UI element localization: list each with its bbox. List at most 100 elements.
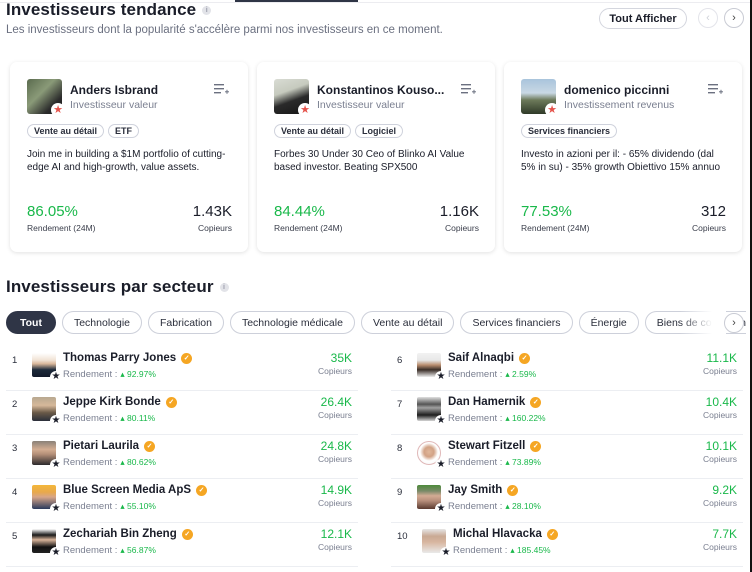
avatar[interactable]: ★	[521, 79, 559, 117]
rank: 6	[397, 355, 403, 366]
return-number: 28.10%	[512, 501, 541, 511]
list-item[interactable]: 4 ★ Blue Screen Media ApS ✓ Rendement : ▴ …	[6, 479, 358, 523]
list-item[interactable]: 1 ★ Thomas Parry Jones ✓ Rendement : ▴ 92.…	[6, 347, 358, 391]
verified-badge-icon: ✓	[530, 440, 542, 452]
investor-name[interactable]: Jay Smith ✓	[448, 484, 519, 496]
avatar[interactable]: ★	[422, 529, 452, 559]
list-item[interactable]: 3 ★ Pietari Laurila ✓ Rendement : ▴ 80.62%…	[6, 435, 358, 479]
add-to-watchlist-icon[interactable]	[214, 83, 230, 95]
investor-name[interactable]: Thomas Parry Jones ✓	[63, 352, 193, 364]
trending-title-text: Investisseurs tendance	[6, 0, 197, 19]
carousel-prev-button[interactable]: ‹	[698, 8, 718, 28]
investor-name[interactable]: Michal Hlavacka ✓	[453, 528, 558, 540]
verified-badge-icon: ✓	[519, 352, 531, 364]
rank: 2	[12, 399, 18, 410]
info-icon[interactable]: i	[202, 5, 212, 15]
return-number: 55.10%	[127, 501, 156, 511]
investor-name[interactable]: Stewart Fitzell ✓	[448, 440, 542, 452]
filters-next-button[interactable]: ›	[724, 313, 744, 333]
rank: 3	[12, 443, 18, 454]
list-item[interactable]: 8 ★ Stewart Fitzell ✓ Rendement : ▴ 73.89%…	[391, 435, 743, 479]
investor-description: Forbes 30 Under 30 Ceo of Blinko AI Valu…	[274, 149, 465, 173]
avatar[interactable]: ★	[32, 485, 62, 515]
filter-fade-overlay	[680, 311, 726, 335]
trending-investor-card[interactable]: ★ Konstantinos Kouso... Investisseur val…	[257, 62, 495, 252]
investor-name[interactable]: Dan Hamernik ✓	[448, 396, 542, 408]
list-item[interactable]: 9 ★ Jay Smith ✓ Rendement : ▴ 28.10% 9.2K …	[391, 479, 743, 523]
view-all-button[interactable]: Tout Afficher	[599, 8, 687, 29]
add-to-watchlist-icon[interactable]	[461, 83, 477, 95]
avatar[interactable]: ★	[32, 353, 62, 383]
copiers-value: 7.7K	[712, 527, 737, 541]
return-value: ▴ 80.11%	[120, 413, 156, 423]
copiers-label: Copieurs	[317, 410, 352, 420]
avatar[interactable]: ★	[417, 397, 447, 427]
list-item[interactable]: 5 ★ Zechariah Bin Zheng ✓ Rendement : ▴ 56…	[6, 523, 358, 567]
investor-name[interactable]: domenico piccinni	[564, 83, 670, 97]
avatar[interactable]: ★	[274, 79, 312, 117]
investor-name[interactable]: Jeppe Kirk Bonde ✓	[63, 396, 177, 408]
verified-badge-icon: ✓	[181, 352, 193, 364]
return-value: ▴ 92.97%	[120, 369, 156, 379]
copiers-value: 10.1K	[705, 439, 737, 453]
copiers-label: Copieurs	[317, 366, 352, 376]
return-label: Rendement (24M)	[27, 223, 96, 233]
return-value: ▴ 55.10%	[120, 501, 156, 511]
copiers-label: Copieurs	[702, 454, 737, 464]
investor-name[interactable]: Saif Alnaqbi ✓	[448, 352, 531, 364]
sector-title: Investisseurs par secteur i	[6, 277, 229, 297]
copiers-value: 24.8K	[320, 439, 352, 453]
filter-chip-financial-services[interactable]: Services financiers	[460, 311, 573, 334]
return: Rendement : ▴ 160.22%	[448, 413, 546, 424]
return-label: Rendement :	[453, 545, 508, 556]
avatar[interactable]: ★	[32, 441, 62, 471]
filter-chip-technology[interactable]: Technologie	[61, 311, 143, 334]
return-label: Rendement (24M)	[274, 223, 343, 233]
list-item[interactable]: 2 ★ Jeppe Kirk Bonde ✓ Rendement : ▴ 80.11…	[6, 391, 358, 435]
investor-description: Join me in building a $1M portfolio of c…	[27, 149, 226, 173]
list-item[interactable]: 6 ★ Saif Alnaqbi ✓ Rendement : ▴ 2.59% 11.…	[391, 347, 743, 391]
investor-name[interactable]: Anders Isbrand	[70, 83, 159, 97]
trending-investor-card[interactable]: ★ domenico piccinni Investissement reven…	[504, 62, 742, 252]
avatar[interactable]: ★	[27, 79, 65, 117]
list-item[interactable]: 10 ★ Michal Hlavacka ✓ Rendement : ▴ 185.4…	[391, 523, 743, 567]
investor-name[interactable]: Pietari Laurila ✓	[63, 440, 156, 452]
avatar[interactable]: ★	[32, 529, 62, 559]
investor-name[interactable]: Blue Screen Media ApS ✓	[63, 484, 208, 496]
filter-chip-retail[interactable]: Vente au détail	[360, 311, 455, 334]
return-number: 73.89%	[512, 457, 541, 467]
tag-list: Services financiers	[521, 124, 618, 138]
copiers-label: Copieurs	[691, 223, 726, 233]
rank: 10	[397, 531, 408, 542]
return: Rendement : ▴ 73.89%	[448, 457, 541, 468]
star-icon: ★	[50, 415, 62, 427]
investor-name[interactable]: Zechariah Bin Zheng ✓	[63, 528, 193, 540]
avatar[interactable]: ★	[417, 353, 447, 383]
return-value: 84.44%	[274, 203, 325, 220]
add-to-watchlist-icon[interactable]	[708, 83, 724, 95]
return-label: Rendement :	[63, 413, 118, 424]
info-icon[interactable]: i	[219, 282, 229, 292]
copiers-label: Copieurs	[702, 410, 737, 420]
window-edge	[750, 0, 752, 572]
verified-badge-icon: ✓	[507, 484, 519, 496]
tag: ETF	[108, 124, 140, 138]
trending-title: Investisseurs tendance i	[6, 0, 212, 20]
trending-investor-card[interactable]: ★ Anders Isbrand Investisseur valeur Ven…	[10, 62, 248, 252]
return-value: 77.53%	[521, 203, 572, 220]
filter-chip-all[interactable]: Tout	[6, 311, 56, 334]
investor-name[interactable]: Konstantinos Kouso...	[317, 83, 445, 97]
filter-chip-energy[interactable]: Énergie	[578, 311, 639, 334]
return-label: Rendement :	[448, 501, 503, 512]
list-item[interactable]: 7 ★ Dan Hamernik ✓ Rendement : ▴ 160.22% 1…	[391, 391, 743, 435]
avatar[interactable]: ★	[417, 485, 447, 515]
return-label: Rendement :	[448, 413, 503, 424]
return: Rendement : ▴ 92.97%	[63, 369, 156, 380]
filter-chip-medtech[interactable]: Technologie médicale	[229, 311, 355, 334]
avatar[interactable]: ★	[32, 397, 62, 427]
tag: Vente au détail	[274, 124, 352, 138]
carousel-next-button[interactable]: ›	[724, 8, 744, 28]
verified-badge-icon: ✓	[181, 528, 193, 540]
avatar[interactable]: ★	[417, 441, 447, 471]
filter-chip-manufacturing[interactable]: Fabrication	[148, 311, 224, 334]
